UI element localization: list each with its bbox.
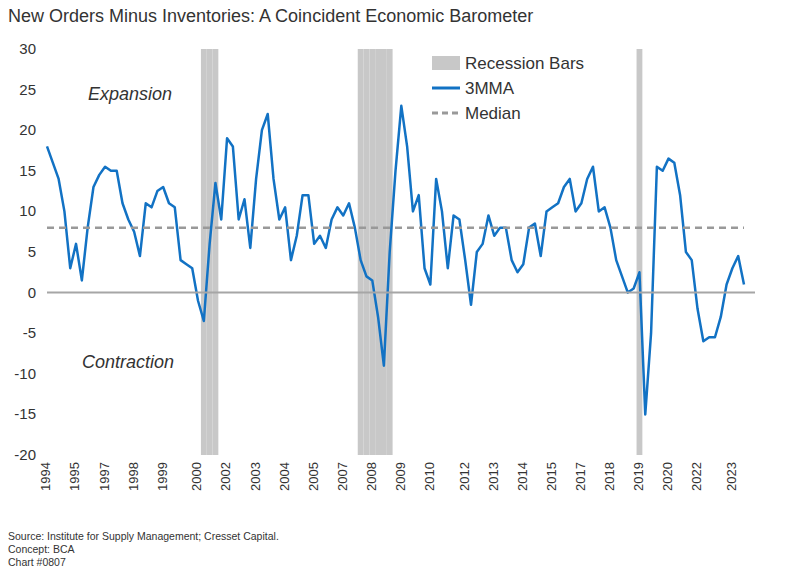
x-tick-label: 2007 xyxy=(335,462,350,491)
x-tick-label: 2005 xyxy=(306,462,321,491)
x-tick-label: 1998 xyxy=(126,462,141,491)
y-tick-label: 30 xyxy=(19,40,36,57)
legend-swatch xyxy=(432,56,460,70)
x-tick-label: 1994 xyxy=(38,462,53,491)
x-tick-label: 2020 xyxy=(660,462,675,491)
x-tick-label: 2009 xyxy=(393,462,408,491)
y-tick-label: 20 xyxy=(19,121,36,138)
plot-area xyxy=(47,49,744,455)
y-tick-label: 25 xyxy=(19,81,36,98)
x-tick-label: 2014 xyxy=(515,462,530,491)
x-tick-label: 2018 xyxy=(602,462,617,491)
legend-label: 3MMA xyxy=(465,79,515,98)
x-tick-label: 1995 xyxy=(67,462,82,491)
y-tick-label: 0 xyxy=(28,284,36,301)
y-tick-label: -20 xyxy=(14,446,36,463)
x-tick-label: 2003 xyxy=(248,462,263,491)
recession-bar xyxy=(213,49,219,455)
annotation: Contraction xyxy=(82,352,174,372)
annotation: Expansion xyxy=(88,84,172,104)
recession-bar xyxy=(375,49,381,455)
x-tick-label: 2008 xyxy=(364,462,379,491)
x-tick-label: 2010 xyxy=(422,462,437,491)
x-tick-label: 2023 xyxy=(724,462,739,491)
x-tick-label: 2022 xyxy=(689,462,704,491)
x-tick-label: 2000 xyxy=(189,462,204,491)
x-tick-label: 2019 xyxy=(631,462,646,491)
legend-swatch xyxy=(432,112,460,115)
recession-bar xyxy=(201,49,207,455)
source-note: Chart #0807 xyxy=(8,556,66,568)
x-tick-label: 2015 xyxy=(544,462,559,491)
title: New Orders Minus Inventories: A Coincide… xyxy=(8,6,533,26)
y-tick-label: 15 xyxy=(19,162,36,179)
chart: New Orders Minus Inventories: A Coincide… xyxy=(0,0,795,577)
source-note: Concept: BCA xyxy=(8,543,75,555)
x-tick-label: 2004 xyxy=(277,462,292,491)
legend-label: Recession Bars xyxy=(465,54,584,73)
recession-bar xyxy=(637,49,643,455)
x-tick-label: 2012 xyxy=(457,462,472,491)
source-note: Source: Institute for Supply Management;… xyxy=(8,530,279,542)
x-tick-label: 2017 xyxy=(573,462,588,491)
y-tick-label: -5 xyxy=(23,324,36,341)
series-line xyxy=(47,106,744,415)
x-tick-label: 1997 xyxy=(97,462,112,491)
y-tick-label: 10 xyxy=(19,202,36,219)
median-line xyxy=(47,226,744,229)
legend-label: Median xyxy=(465,104,521,123)
x-tick-label: 1999 xyxy=(155,462,170,491)
x-axis-line xyxy=(47,292,755,294)
recession-bar xyxy=(369,49,375,455)
recession-bar xyxy=(364,49,370,455)
y-tick-label: -10 xyxy=(14,365,36,382)
y-tick-label: 5 xyxy=(28,243,36,260)
x-tick-label: 2002 xyxy=(218,462,233,491)
x-tick-label: 2013 xyxy=(486,462,501,491)
legend-swatch xyxy=(432,87,460,90)
y-tick-label: -15 xyxy=(14,405,36,422)
recession-bar xyxy=(381,49,387,455)
